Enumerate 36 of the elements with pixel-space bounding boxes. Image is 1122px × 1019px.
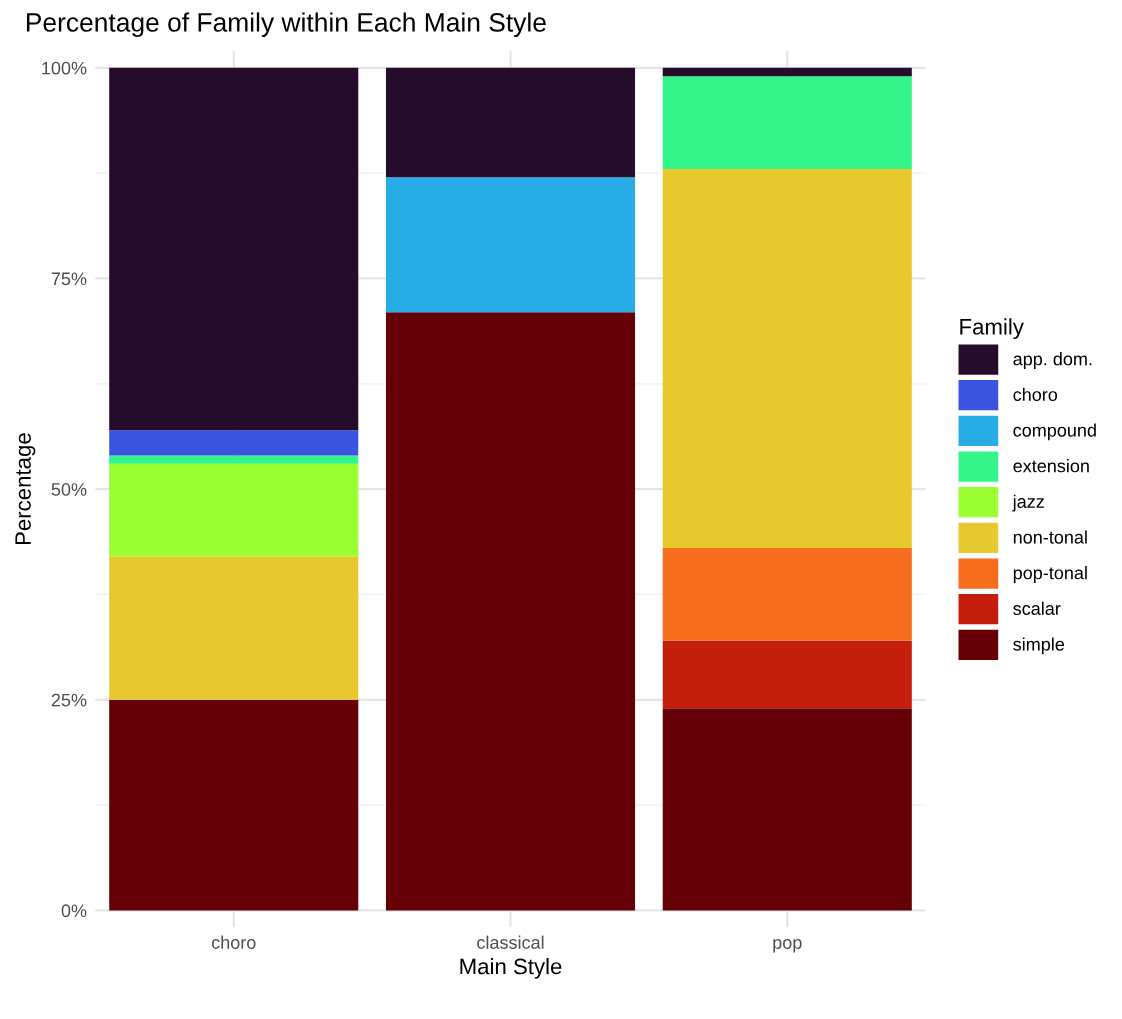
x-tick-label: choro <box>211 935 256 949</box>
legend-label: extension <box>1013 459 1089 473</box>
x-tick-label: pop <box>773 938 802 953</box>
legend-label: compound <box>1013 423 1096 441</box>
bar <box>662 708 912 911</box>
legend-label: choro <box>1013 387 1058 402</box>
legend-label: simple <box>1013 637 1065 655</box>
bar <box>109 699 359 911</box>
y-tick-label: 100% <box>42 61 87 75</box>
chart-title: Percentage of Family within Each Main Style <box>26 12 546 37</box>
y-tick-label: 25% <box>51 693 87 707</box>
bar <box>662 548 912 641</box>
x-axis-title: Main Style <box>460 958 562 979</box>
legend-title: Family <box>960 318 1024 340</box>
bar <box>385 312 636 911</box>
bar <box>662 76 912 169</box>
bar <box>109 430 359 456</box>
y-axis-title: Percentage <box>15 433 36 545</box>
bar <box>109 455 359 464</box>
legend-label: app. dom. <box>1013 352 1092 369</box>
bar <box>109 556 359 700</box>
legend-label: pop-tonal <box>1013 566 1087 583</box>
x-tick-label: classical <box>477 935 544 949</box>
legend-label: non-tonal <box>1013 530 1087 544</box>
bar <box>385 67 636 178</box>
y-tick-label: 50% <box>51 483 87 496</box>
y-tick-label: 75% <box>51 272 87 286</box>
legend-label: scalar <box>1013 601 1061 615</box>
bar <box>109 463 359 557</box>
legend-label: jazz <box>1012 494 1044 512</box>
bar <box>109 67 359 431</box>
bar <box>385 177 636 313</box>
bar <box>662 168 912 549</box>
y-tick-label: 0% <box>61 904 87 918</box>
bar <box>662 67 912 77</box>
bar <box>662 640 912 709</box>
